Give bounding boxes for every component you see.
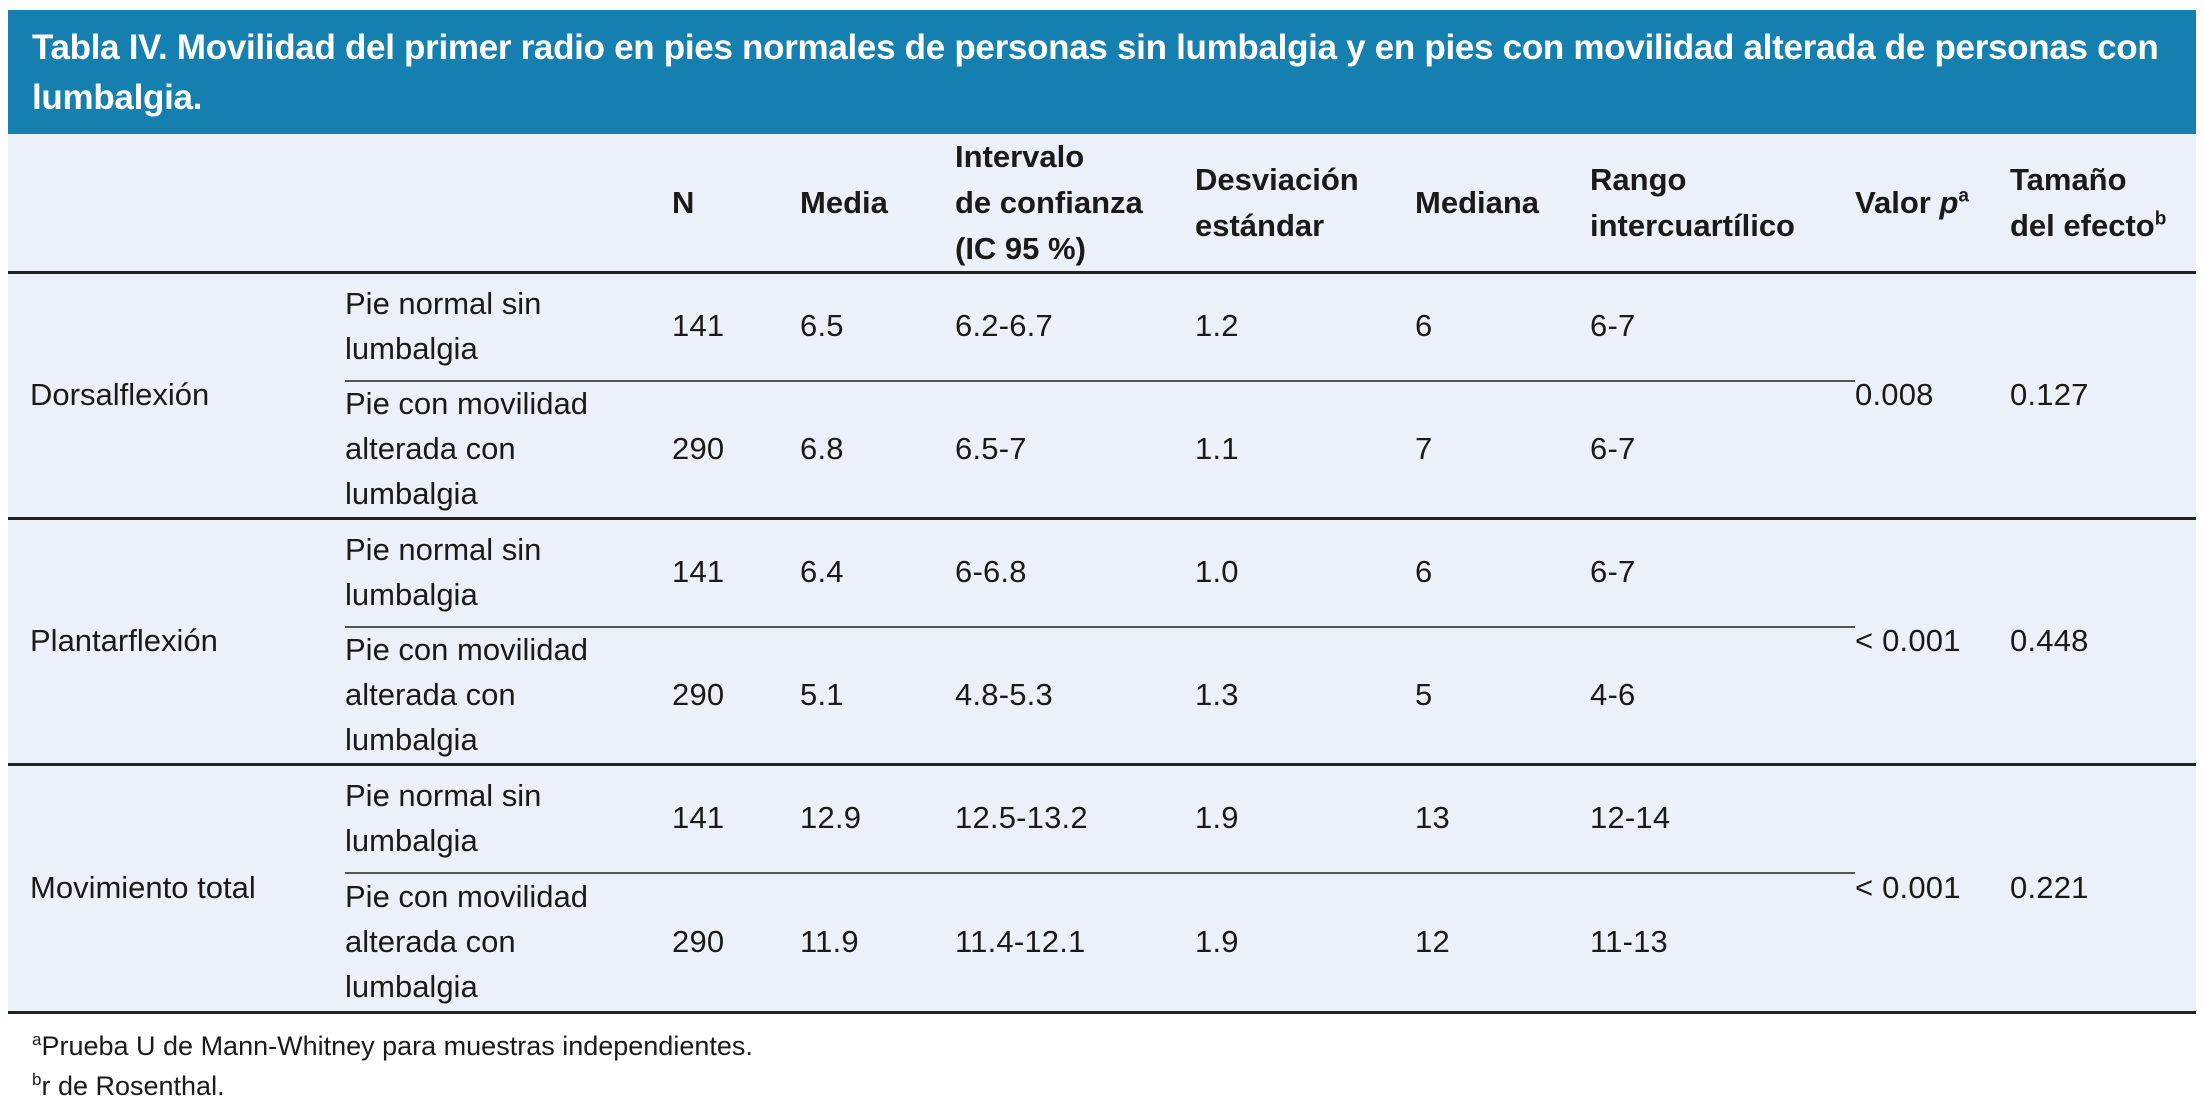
cell-rango-intercuartilico: 6-7 <box>1590 308 1636 344</box>
footnote-a-mark: a <box>32 1029 42 1049</box>
col-header-group-blank <box>8 134 345 275</box>
table-row: Movimiento total Pie normal sin lumbalgi… <box>8 763 2196 1011</box>
tamano-line2-wrap: del efectob <box>2010 203 2196 249</box>
cell-n: 141 <box>672 517 800 627</box>
table-row: Plantarflexión Pie normal sin lumbalgia … <box>8 517 2196 765</box>
col-header-rango-intercuartilico: Rango intercuartílico <box>1590 134 1855 275</box>
row-label: Pie con movilidad alterada con lumbalgia <box>345 871 672 1011</box>
cell-desviacion-estandar: 1.2 <box>1195 308 1239 344</box>
cell-mediana: 13 <box>1415 763 1590 873</box>
cell-mediana: 7 <box>1415 379 1590 519</box>
data-table: N Media Intervalo de confianza (IC 95 %)… <box>8 134 2196 1011</box>
cell-intervalo-confianza: 11.4-12.1 <box>955 871 1195 1011</box>
row-label: Pie con movilidad alterada con lumbalgia <box>345 625 672 765</box>
footnote-b: br de Rosenthal. <box>32 1066 2196 1096</box>
cell-mediana: 5 <box>1415 625 1590 765</box>
cell-desviacion-estandar: 1.9 <box>1195 871 1415 1011</box>
valor-p-symbol: p <box>1939 184 1959 220</box>
cell-desviacion-estandar: 1.0 <box>1195 517 1415 627</box>
cell-media: 6.8 <box>800 379 955 519</box>
table-title-bar: Tabla IV. Movilidad del primer radio en … <box>8 10 2196 135</box>
col-header-intervalo-confianza: Intervalo de confianza (IC 95 %) <box>955 134 1195 275</box>
cell-intervalo-confianza: 6-6.8 <box>955 517 1195 627</box>
col-header-mediana: Mediana <box>1415 134 1590 275</box>
cell-n: 290 <box>672 871 800 1011</box>
cell-desviacion-estandar: 1.9 <box>1195 763 1415 873</box>
footnotes: aPrueba U de Mann-Whitney para muestras … <box>32 1026 2196 1096</box>
cell-rango-intercuartilico: 12-14 <box>1590 763 1855 873</box>
cell-intervalo-confianza: 12.5-13.2 <box>955 763 1195 873</box>
cell-p-value: < 0.001 <box>1855 763 2010 1011</box>
cell-media: 5.1 <box>800 625 955 765</box>
footnote-b-mark: b <box>32 1070 42 1090</box>
cell-mediana: 6 <box>1415 308 1433 344</box>
cell-n: 141 <box>672 763 800 873</box>
cell-rango-intercuartilico: 6-7 <box>1590 379 1855 519</box>
group-label: Plantarflexión <box>8 517 345 765</box>
footnote-a-text: Prueba U de Mann-Whitney para muestras i… <box>41 1030 753 1061</box>
tamano-line1: Tamaño <box>2010 162 2127 198</box>
table-title: Tabla IV. Movilidad del primer radio en … <box>32 28 2159 117</box>
group-label: Dorsalflexión <box>30 377 210 413</box>
cell-media: 12.9 <box>800 763 955 873</box>
col-header-n: N <box>672 134 800 275</box>
table-row: Pie con movilidad alterada con lumbalgia… <box>8 871 2196 1011</box>
tamano-line2: del efecto <box>2010 207 2155 243</box>
cell-mediana: 12 <box>1415 871 1590 1011</box>
col-header-desviacion-estandar: Desviación estándar <box>1195 134 1415 275</box>
row-label: Pie con movilidad alterada con lumbalgia <box>345 379 672 519</box>
cell-media: 11.9 <box>800 871 955 1011</box>
cell-rango-intercuartilico: 6-7 <box>1590 517 1855 627</box>
table-body: Dorsalflexión Pie normal sin lumbalgia 1… <box>8 273 2196 1011</box>
cell-intervalo-confianza: 6.2-6.7 <box>955 308 1053 344</box>
col-header-tamano-efecto: Tamaño del efectob <box>2010 134 2196 275</box>
table-row: Dorsalflexión Pie normal sin lumbalgia 1… <box>8 273 2196 412</box>
cell-effect-size: 0.221 <box>2010 763 2196 1011</box>
group-label: Movimiento total <box>8 763 345 1011</box>
cell-media: 6.5 <box>800 308 844 344</box>
cell-desviacion-estandar: 1.3 <box>1195 625 1415 765</box>
col-header-valor-p: Valor pa <box>1855 134 2010 275</box>
cell-rango-intercuartilico: 4-6 <box>1590 625 1855 765</box>
cell-desviacion-estandar: 1.1 <box>1195 379 1415 519</box>
tamano-footnote-mark: b <box>2154 208 2167 230</box>
cell-intervalo-confianza: 4.8-5.3 <box>955 625 1195 765</box>
cell-mediana: 6 <box>1415 517 1590 627</box>
row-label: Pie normal sin lumbalgia <box>345 517 672 627</box>
valor-p-prefix: Valor <box>1855 184 1940 220</box>
cell-p-value: < 0.001 <box>1855 517 2010 765</box>
valor-p-footnote-mark: a <box>1958 185 1969 207</box>
cell-effect-size: 0.448 <box>2010 517 2196 765</box>
cell-n: 141 <box>672 308 725 344</box>
cell-intervalo-confianza: 6.5-7 <box>955 379 1195 519</box>
table-row: Pie con movilidad alterada con lumbalgia… <box>8 379 2196 519</box>
table-surface: N Media Intervalo de confianza (IC 95 %)… <box>8 134 2196 1014</box>
table-row: Pie con movilidad alterada con lumbalgia… <box>8 625 2196 765</box>
footnote-a: aPrueba U de Mann-Whitney para muestras … <box>32 1026 2196 1067</box>
cell-rango-intercuartilico: 11-13 <box>1590 871 1855 1011</box>
cell-n: 290 <box>672 379 800 519</box>
cell-p-value: 0.008 <box>1855 377 1934 413</box>
row-label: Pie normal sin lumbalgia <box>345 763 672 873</box>
cell-n: 290 <box>672 625 800 765</box>
table-header: N Media Intervalo de confianza (IC 95 %)… <box>8 134 2196 275</box>
cell-effect-size: 0.127 <box>2010 377 2089 413</box>
col-header-descriptor-blank <box>345 134 672 275</box>
footnote-b-text: r de Rosenthal. <box>41 1071 225 1096</box>
row-label: Pie normal sin lumbalgia <box>345 285 542 366</box>
header-row: N Media Intervalo de confianza (IC 95 %)… <box>8 134 2196 275</box>
col-header-media: Media <box>800 134 955 275</box>
cell-media: 6.4 <box>800 517 955 627</box>
